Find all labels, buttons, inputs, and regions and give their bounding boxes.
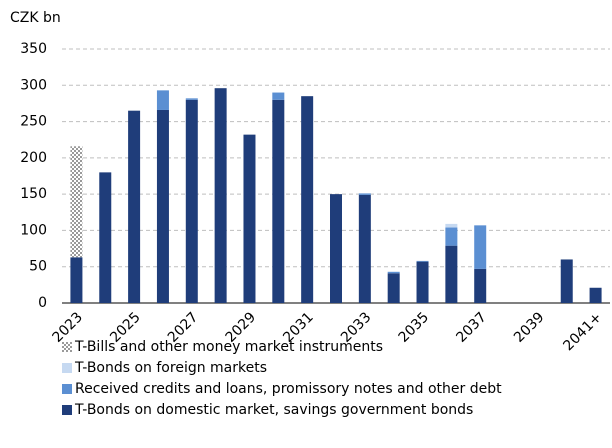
bar-segment bbox=[272, 99, 285, 303]
legend-swatch bbox=[62, 384, 72, 394]
bar-segment bbox=[185, 98, 198, 100]
bar-segment bbox=[330, 194, 342, 303]
bar-segment bbox=[272, 92, 285, 100]
legend-label: T-Bonds on foreign markets bbox=[74, 360, 267, 376]
bar-segment bbox=[445, 223, 458, 228]
x-tick-label: 2041+ bbox=[560, 309, 605, 354]
y-tick-label: 350 bbox=[20, 41, 47, 57]
x-tick-label: 2039 bbox=[511, 309, 548, 346]
bar-segment bbox=[474, 225, 487, 269]
y-tick-label: 250 bbox=[20, 114, 47, 130]
legend-swatch bbox=[62, 342, 72, 352]
legend-label: T-Bonds on domestic market, savings gove… bbox=[74, 402, 473, 418]
legend-label: T-Bills and other money market instrumen… bbox=[74, 339, 383, 355]
x-tick-label: 2037 bbox=[453, 309, 490, 346]
y-axis-label: CZK bn bbox=[10, 10, 61, 26]
legend-label: Received credits and loans, promissory n… bbox=[75, 381, 502, 397]
legend-swatch bbox=[62, 405, 72, 415]
bar-segment bbox=[387, 273, 400, 303]
bar-segment bbox=[128, 110, 141, 303]
bar-segment bbox=[387, 271, 400, 274]
bar-segment bbox=[70, 257, 83, 303]
bar-segment bbox=[358, 194, 371, 303]
bar-segment bbox=[474, 268, 487, 303]
y-tick-label: 0 bbox=[38, 295, 47, 311]
bar-segment bbox=[243, 134, 256, 303]
bar-segment bbox=[445, 227, 458, 246]
bar-segment bbox=[185, 99, 198, 303]
legend-swatch bbox=[62, 363, 72, 373]
y-tick-label: 300 bbox=[20, 77, 47, 93]
bar-segment bbox=[301, 96, 314, 304]
bar-segment bbox=[560, 259, 573, 303]
bar-segment bbox=[416, 261, 429, 303]
bar-segment bbox=[156, 90, 169, 110]
bar-segment bbox=[156, 109, 169, 304]
bar-segment bbox=[445, 245, 458, 303]
x-tick-label: 2035 bbox=[396, 309, 433, 346]
y-tick-label: 50 bbox=[29, 259, 47, 275]
y-tick-label: 200 bbox=[20, 150, 47, 166]
bar-segment bbox=[589, 287, 602, 303]
bar-segment bbox=[70, 146, 83, 258]
y-tick-label: 150 bbox=[20, 186, 47, 202]
bar-segment bbox=[99, 172, 112, 303]
bar-segment bbox=[214, 88, 227, 303]
y-tick-label: 100 bbox=[20, 222, 47, 238]
bar-segment bbox=[416, 260, 429, 262]
bar-segment bbox=[358, 193, 371, 195]
